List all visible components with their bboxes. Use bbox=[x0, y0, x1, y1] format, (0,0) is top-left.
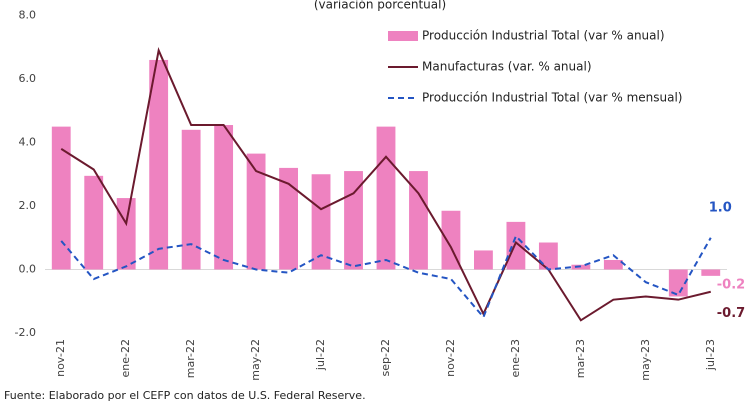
x-tick-label: may-23 bbox=[639, 339, 652, 381]
line bbox=[60, 47, 711, 322]
bar bbox=[149, 59, 169, 270]
bar bbox=[279, 167, 298, 270]
bar bbox=[246, 153, 266, 270]
y-tick-label: 4.0 bbox=[19, 136, 37, 149]
data-label: -0.7 bbox=[717, 306, 745, 321]
x-tick-label: nov-22 bbox=[444, 339, 457, 377]
x-tick-label: may-22 bbox=[249, 339, 262, 381]
x-tick-label: sep-22 bbox=[379, 339, 392, 376]
x-tick-label: ene-23 bbox=[509, 339, 522, 377]
y-tick-label: 0.0 bbox=[19, 263, 37, 276]
source-note: Fuente: Elaborado por el CEFP con datos … bbox=[4, 389, 366, 402]
x-tick-label: jul-22 bbox=[314, 339, 327, 371]
data-label: -0.2 bbox=[717, 277, 745, 292]
x-tick-label: ene-22 bbox=[119, 339, 132, 377]
bar bbox=[376, 126, 396, 270]
bar bbox=[538, 242, 558, 270]
bar bbox=[51, 126, 71, 270]
bar bbox=[701, 269, 721, 276]
bar bbox=[84, 175, 104, 270]
y-tick-label: 6.0 bbox=[19, 72, 37, 85]
bar bbox=[668, 269, 688, 297]
bar bbox=[214, 125, 234, 270]
bar bbox=[311, 174, 331, 270]
y-tick-label: -2.0 bbox=[15, 326, 36, 339]
bar bbox=[181, 129, 201, 270]
y-tick-label: 2.0 bbox=[19, 199, 37, 212]
bar bbox=[116, 198, 136, 270]
x-tick-label: mar-22 bbox=[184, 339, 197, 378]
bar bbox=[409, 171, 428, 270]
bar bbox=[474, 250, 493, 270]
chart-subtitle: (variación porcentual) bbox=[314, 0, 446, 12]
legend-label: Producción Industrial Total (var % mensu… bbox=[422, 91, 683, 105]
legend-label: Manufacturas (var. % anual) bbox=[422, 60, 592, 74]
x-tick-label: mar-23 bbox=[574, 339, 587, 378]
bar bbox=[506, 221, 526, 270]
dashed-line bbox=[60, 234, 712, 320]
data-label: 1.0 bbox=[709, 200, 732, 215]
x-tick-label: jul-23 bbox=[704, 339, 717, 371]
y-tick-label: 8.0 bbox=[19, 9, 37, 22]
x-tick-label: nov-21 bbox=[54, 339, 67, 377]
legend-label: Producción Industrial Total (var % anual… bbox=[422, 29, 665, 43]
legend-swatch bbox=[388, 31, 418, 41]
bar bbox=[603, 259, 623, 270]
